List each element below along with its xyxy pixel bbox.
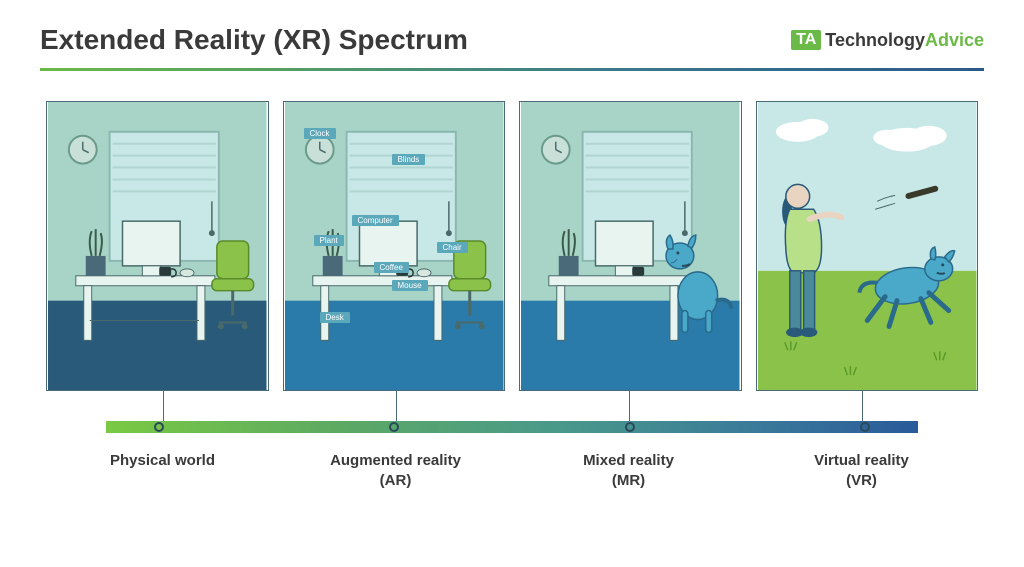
ar-tag-desk: Desk [320, 312, 350, 323]
ar-tag-mouse: Mouse [392, 280, 428, 291]
scene-office-dog-icon [520, 102, 741, 390]
ar-tag-blinds: Blinds [392, 154, 426, 165]
panel-label: Augmented reality(AR) [279, 451, 512, 490]
panel-mr [519, 101, 742, 391]
spectrum: Physical world Augmented reality(AR) Mix… [40, 391, 984, 490]
logo-text: TechnologyAdvice [825, 30, 984, 51]
scene-outdoor-icon [757, 102, 978, 390]
label-row: Physical world Augmented reality(AR) Mix… [46, 451, 978, 490]
panel-physical [46, 101, 269, 391]
spectrum-bar [106, 421, 918, 433]
ar-tag-computer: Computer [352, 215, 399, 226]
spectrum-dot [625, 422, 635, 432]
logo-badge: TA [791, 30, 821, 50]
panel-row: Clock Blinds Computer Plant Chair Coffee… [40, 101, 984, 391]
scene-office-ar-icon [284, 102, 505, 390]
panel-vr [756, 101, 979, 391]
ar-tag-coffee: Coffee [374, 262, 409, 273]
connector-row [46, 391, 978, 421]
spectrum-dot [154, 422, 164, 432]
page-title: Extended Reality (XR) Spectrum [40, 24, 468, 56]
panel-label: Virtual reality(VR) [745, 451, 978, 490]
scene-office-icon [47, 102, 268, 390]
panel-label: Physical world [46, 451, 279, 490]
header: Extended Reality (XR) Spectrum TA Techno… [40, 24, 984, 56]
spectrum-dot [860, 422, 870, 432]
ar-tag-clock: Clock [304, 128, 336, 139]
ar-tag-chair: Chair [437, 242, 468, 253]
panel-label: Mixed reality(MR) [512, 451, 745, 490]
ar-tag-plant: Plant [314, 235, 344, 246]
panel-ar: Clock Blinds Computer Plant Chair Coffee… [283, 101, 506, 391]
logo: TA TechnologyAdvice [791, 30, 984, 51]
spectrum-dot [389, 422, 399, 432]
header-divider [40, 68, 984, 71]
